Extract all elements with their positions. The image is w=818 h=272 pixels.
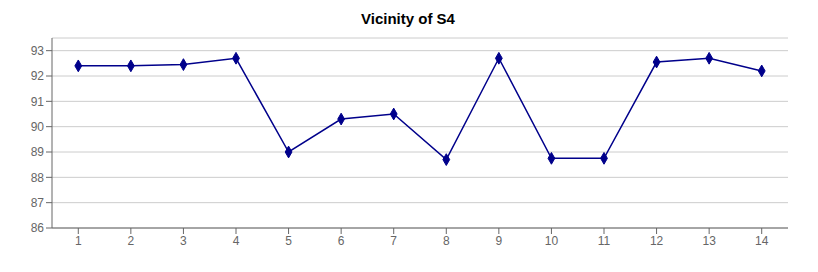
html-text:Vicinity of S4: Vicinity of S4 bbox=[361, 10, 455, 27]
svg-text:91: 91 bbox=[31, 95, 45, 109]
svg-text:89: 89 bbox=[31, 145, 45, 159]
svg-text:88: 88 bbox=[31, 171, 45, 185]
svg-text:6: 6 bbox=[338, 234, 345, 248]
svg-text:11: 11 bbox=[598, 234, 611, 248]
svg-text:9: 9 bbox=[496, 234, 503, 248]
svg-text:1: 1 bbox=[75, 234, 82, 248]
svg-text:8: 8 bbox=[443, 234, 450, 248]
svg-text:12: 12 bbox=[650, 234, 664, 248]
svg-text:87: 87 bbox=[31, 196, 45, 210]
svg-text:4: 4 bbox=[233, 234, 240, 248]
svg-text:86: 86 bbox=[31, 221, 45, 235]
svg-text:5: 5 bbox=[285, 234, 292, 248]
svg-text:10: 10 bbox=[545, 234, 559, 248]
svg-text:13: 13 bbox=[702, 234, 716, 248]
svg-text:93: 93 bbox=[31, 44, 45, 58]
svg-text:2: 2 bbox=[128, 234, 135, 248]
svg-text:90: 90 bbox=[31, 120, 45, 134]
svg-text:92: 92 bbox=[31, 69, 45, 83]
svg-text:14: 14 bbox=[755, 234, 769, 248]
svg-text:3: 3 bbox=[180, 234, 187, 248]
svg-text:7: 7 bbox=[390, 234, 397, 248]
